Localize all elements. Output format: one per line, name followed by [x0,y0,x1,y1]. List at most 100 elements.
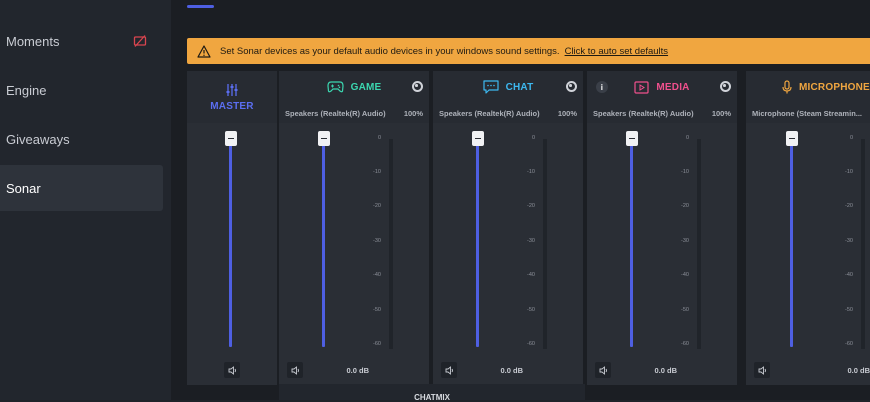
scale-label: -60 [845,341,853,347]
chat-volume-knob[interactable] [472,131,484,146]
gamepad-icon [326,81,344,93]
scale-label: -50 [681,307,689,313]
volume-percent: 100% [557,108,577,118]
master-volume-track[interactable] [229,139,232,347]
scale-label: -10 [373,169,381,175]
level-meter [389,139,393,349]
db-readout: 0.0 dB [346,365,369,375]
media-volume-knob[interactable] [626,131,638,146]
sidebar-item-label: Sonar [6,180,41,196]
scale-label: -30 [527,238,535,244]
scale-label: -60 [527,341,535,347]
channel-master: MASTER [187,71,277,385]
sidebar-item-moments[interactable]: Moments [0,18,163,64]
auto-set-defaults-link[interactable]: Click to auto set defaults [564,45,669,57]
device-name: Speakers (Realtek(R) Audio) [285,108,386,118]
game-volume-track[interactable] [322,139,325,347]
speaker-icon [291,365,299,375]
scale-label: -20 [527,203,535,209]
master-mute-button[interactable] [224,362,240,378]
channel-body: 0 -10 -20 -30 -40 -50 -60 [746,123,870,385]
chatmix-section-title: CHATMIX [279,384,585,402]
sidebar-item-label: Giveaways [6,131,70,147]
channel-game: GAME Speakers (Realtek(R) Audio) 100% 0 … [279,71,429,385]
warning-icon [197,44,211,58]
scale-label: 0 [377,135,381,141]
mic-mute-button[interactable] [754,362,770,378]
scale-label: -40 [681,272,689,278]
sidebar: Moments Engine Giveaways Sonar [0,0,171,400]
sidebar-item-engine[interactable]: Engine [0,67,163,113]
scale-label: -60 [681,341,689,347]
channel-label: MEDIA [656,81,690,93]
active-tab-indicator [187,5,214,8]
media-mute-button[interactable] [595,362,611,378]
scale-label: -30 [845,238,853,244]
chat-mute-button[interactable] [441,362,457,378]
scale-label: -10 [681,169,689,175]
volume-percent: 100% [711,108,731,118]
channel-body: 0 -10 -20 -30 -40 -50 -60 [433,123,583,385]
info-icon[interactable]: i [596,81,608,93]
channel-footer: 0.0 dB [746,358,870,382]
level-meter [861,139,865,349]
scale-label: -50 [527,307,535,313]
sidebar-item-sonar[interactable]: Sonar [0,165,163,211]
scale-label: -30 [681,238,689,244]
channel-body: 0 -10 -20 -30 -40 -50 -60 [279,123,429,385]
level-meter [697,139,701,349]
scale-label: -10 [845,169,853,175]
scale-label: -10 [527,169,535,175]
channel-body: 0 -10 -20 -30 -40 -50 -60 [587,123,737,385]
channel-header: MASTER [187,71,277,123]
game-volume-knob[interactable] [318,131,330,146]
scale-label: -40 [373,272,381,278]
volume-percent: 100% [403,108,423,118]
channel-header: i MEDIA [587,71,737,103]
channel-header: MICROPHONE [746,71,870,103]
device-selector[interactable]: Speakers (Realtek(R) Audio) 100% [433,103,583,123]
microphone-icon [782,80,792,94]
channel-microphone: MICROPHONE Microphone (Steam Streamin...… [746,71,870,385]
channel-chat: CHAT Speakers (Realtek(R) Audio) 100% 0 … [433,71,583,385]
gear-icon[interactable] [720,81,731,92]
scale-label: 0 [685,135,689,141]
speaker-icon [599,365,607,375]
speaker-icon [758,365,766,375]
channel-footer: 0.0 dB [279,358,429,382]
master-volume-knob[interactable] [225,131,237,146]
scale-label: -20 [681,203,689,209]
scale-label: -40 [527,272,535,278]
mic-volume-track[interactable] [790,139,793,347]
mixer-sliders-icon [226,83,238,96]
scale-label: -30 [373,238,381,244]
scale-label: 0 [849,135,853,141]
default-devices-banner: Set Sonar devices as your default audio … [187,38,870,64]
db-readout: 0.0 dB [500,365,523,375]
level-meter [543,139,547,349]
scale-label: -20 [373,203,381,209]
device-selector[interactable]: Microphone (Steam Streamin... [746,103,870,123]
device-selector[interactable]: Speakers (Realtek(R) Audio) 100% [587,103,737,123]
media-volume-track[interactable] [630,139,633,347]
game-mute-button[interactable] [287,362,303,378]
gear-icon[interactable] [412,81,423,92]
gear-icon[interactable] [566,81,577,92]
scale-label: -20 [845,203,853,209]
scale-label: -60 [373,341,381,347]
channel-label: CHAT [505,81,534,93]
banner-text: Set Sonar devices as your default audio … [220,45,560,57]
device-selector[interactable]: Speakers (Realtek(R) Audio) 100% [279,103,429,123]
sidebar-item-label: Engine [6,82,47,98]
db-readout: 0.0 dB [654,365,677,375]
chat-volume-track[interactable] [476,139,479,347]
scale-label: -50 [845,307,853,313]
sidebar-item-giveaways[interactable]: Giveaways [0,116,163,162]
speaker-icon [445,365,453,375]
channel-footer: 0.0 dB [433,358,583,382]
device-name: Speakers (Realtek(R) Audio) [439,108,540,118]
mic-volume-knob[interactable] [786,131,798,146]
media-play-icon [634,80,649,94]
db-readout: 0.0 dB [847,365,870,375]
device-name: Speakers (Realtek(R) Audio) [593,108,694,118]
